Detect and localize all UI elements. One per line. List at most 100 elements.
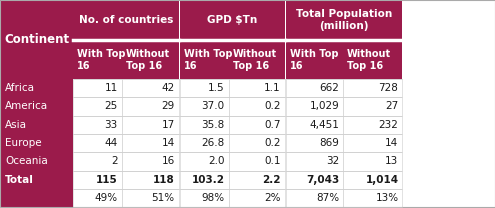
Text: 1,014: 1,014 bbox=[365, 175, 398, 185]
Bar bbox=[286, 152, 343, 171]
Bar bbox=[229, 97, 285, 116]
Text: 37.0: 37.0 bbox=[201, 102, 225, 111]
Bar bbox=[122, 41, 179, 79]
Bar bbox=[402, 0, 404, 208]
Bar bbox=[285, 0, 286, 79]
Bar bbox=[285, 79, 286, 97]
Bar bbox=[179, 97, 180, 116]
Text: 2.0: 2.0 bbox=[208, 156, 225, 166]
Bar bbox=[343, 134, 402, 152]
Bar bbox=[122, 97, 179, 116]
Text: 51%: 51% bbox=[151, 193, 175, 203]
Text: 4,451: 4,451 bbox=[309, 120, 339, 130]
Bar bbox=[73, 189, 122, 207]
Text: 1.1: 1.1 bbox=[264, 83, 281, 93]
Bar bbox=[286, 189, 343, 207]
Text: 26.8: 26.8 bbox=[201, 138, 225, 148]
Text: 33: 33 bbox=[104, 120, 118, 130]
Bar bbox=[343, 79, 402, 97]
Text: With Top
16: With Top 16 bbox=[290, 49, 339, 71]
Bar bbox=[286, 97, 343, 116]
Text: 14: 14 bbox=[385, 138, 398, 148]
Bar bbox=[402, 171, 404, 189]
Bar bbox=[0, 97, 73, 116]
Text: GPD $Tn: GPD $Tn bbox=[207, 15, 257, 25]
Text: 16: 16 bbox=[161, 156, 175, 166]
Bar bbox=[285, 116, 286, 134]
Bar bbox=[180, 41, 229, 79]
Bar bbox=[179, 134, 180, 152]
Bar bbox=[286, 41, 343, 79]
Bar bbox=[402, 97, 404, 116]
Bar bbox=[73, 0, 179, 41]
Bar bbox=[343, 97, 402, 116]
Bar bbox=[285, 134, 286, 152]
Bar bbox=[179, 0, 180, 79]
Text: 1,029: 1,029 bbox=[309, 102, 339, 111]
Bar bbox=[179, 171, 180, 189]
Bar bbox=[286, 0, 402, 41]
Bar bbox=[179, 189, 180, 207]
Text: America: America bbox=[5, 102, 48, 111]
Text: 0.2: 0.2 bbox=[264, 138, 281, 148]
Bar bbox=[122, 134, 179, 152]
Text: 32: 32 bbox=[326, 156, 339, 166]
Text: 49%: 49% bbox=[95, 193, 118, 203]
Bar bbox=[0, 189, 73, 207]
Bar bbox=[285, 97, 286, 116]
Bar bbox=[73, 152, 122, 171]
Bar bbox=[285, 189, 286, 207]
Text: With Top
16: With Top 16 bbox=[77, 49, 126, 71]
Bar bbox=[286, 79, 343, 97]
Text: With Top
16: With Top 16 bbox=[184, 49, 233, 71]
Bar bbox=[179, 116, 180, 134]
Text: 25: 25 bbox=[104, 102, 118, 111]
Text: 13: 13 bbox=[385, 156, 398, 166]
Bar bbox=[180, 116, 229, 134]
Bar bbox=[286, 134, 343, 152]
Bar bbox=[286, 171, 343, 189]
Bar bbox=[343, 171, 402, 189]
Bar bbox=[180, 0, 285, 41]
Text: Without
Top 16: Without Top 16 bbox=[347, 49, 391, 71]
Text: 42: 42 bbox=[161, 83, 175, 93]
Bar bbox=[229, 189, 285, 207]
Bar bbox=[343, 189, 402, 207]
Bar bbox=[73, 171, 122, 189]
Bar bbox=[0, 134, 73, 152]
Bar bbox=[0, 0, 73, 79]
Text: Without
Top 16: Without Top 16 bbox=[233, 49, 277, 71]
Bar bbox=[402, 116, 404, 134]
Text: No. of countries: No. of countries bbox=[79, 15, 173, 25]
Text: 103.2: 103.2 bbox=[192, 175, 225, 185]
Bar bbox=[122, 152, 179, 171]
Bar bbox=[180, 134, 229, 152]
Bar bbox=[0, 79, 73, 97]
Bar bbox=[286, 116, 343, 134]
Text: 17: 17 bbox=[161, 120, 175, 130]
Bar bbox=[229, 41, 285, 79]
Text: 27: 27 bbox=[385, 102, 398, 111]
Bar bbox=[402, 0, 404, 79]
Bar bbox=[402, 79, 404, 97]
Text: 87%: 87% bbox=[316, 193, 339, 203]
Text: 118: 118 bbox=[153, 175, 175, 185]
Text: 728: 728 bbox=[379, 83, 398, 93]
Text: 0.1: 0.1 bbox=[264, 156, 281, 166]
Text: 2.2: 2.2 bbox=[262, 175, 281, 185]
Text: 35.8: 35.8 bbox=[201, 120, 225, 130]
Bar bbox=[179, 79, 180, 97]
Bar bbox=[73, 41, 122, 79]
Bar bbox=[285, 171, 286, 189]
Text: 869: 869 bbox=[319, 138, 339, 148]
Bar bbox=[402, 189, 404, 207]
Text: Oceania: Oceania bbox=[5, 156, 48, 166]
Bar bbox=[73, 79, 122, 97]
Text: 13%: 13% bbox=[375, 193, 398, 203]
Text: 14: 14 bbox=[161, 138, 175, 148]
Text: 98%: 98% bbox=[201, 193, 225, 203]
Bar bbox=[229, 152, 285, 171]
Bar bbox=[285, 152, 286, 171]
Text: Continent: Continent bbox=[4, 33, 69, 46]
Text: 44: 44 bbox=[104, 138, 118, 148]
